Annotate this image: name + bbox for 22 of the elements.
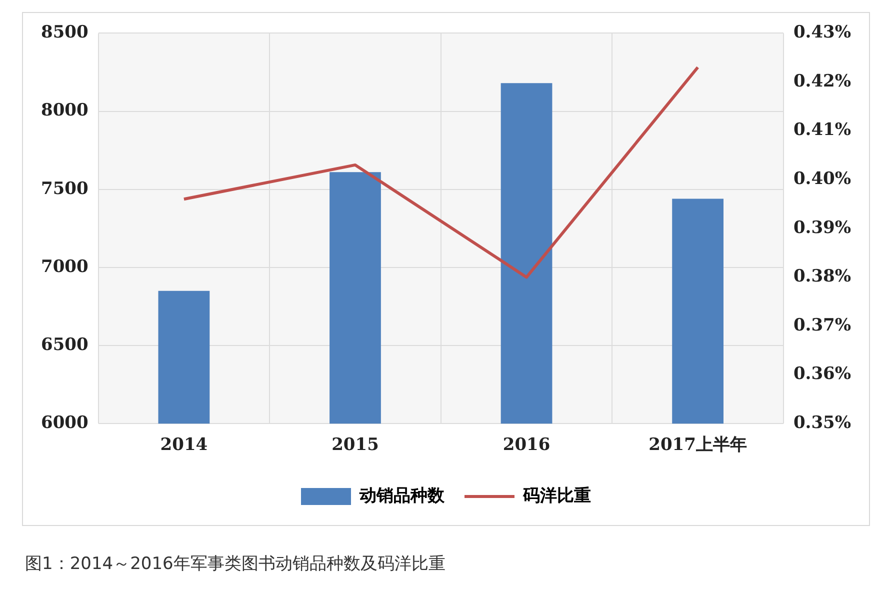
y-tick-label: 7500 bbox=[40, 178, 88, 199]
y-tick-label: 7000 bbox=[40, 256, 88, 277]
y2-tick-label: 0.36% bbox=[793, 364, 852, 384]
x-tick-label: 2017上半年 bbox=[648, 435, 747, 456]
x-tick-label: 2014 bbox=[160, 435, 208, 456]
legend-label: 动销品种数 bbox=[358, 486, 446, 506]
x-tick-label: 2016 bbox=[502, 435, 550, 456]
y2-tick-label: 0.37% bbox=[793, 315, 852, 336]
x-tick-label: 2015 bbox=[332, 435, 379, 456]
y2-tick-label: 0.41% bbox=[793, 120, 852, 140]
caption: 图1：2014～2016年军事类图书动销品种数及码洋比重 bbox=[25, 553, 446, 575]
y-tick-label: 8000 bbox=[40, 100, 88, 121]
y2-tick-label: 0.35% bbox=[793, 413, 852, 434]
y2-tick-label: 0.38% bbox=[793, 266, 852, 287]
y-tick-label: 6500 bbox=[40, 334, 88, 355]
legend-label: 码洋比重 bbox=[522, 486, 591, 506]
y-tick-label: 6000 bbox=[40, 413, 88, 434]
y2-tick-label: 0.43% bbox=[793, 22, 852, 43]
y-tick-label: 8500 bbox=[40, 22, 88, 43]
y2-tick-label: 0.40% bbox=[793, 169, 852, 190]
y2-tick-label: 0.39% bbox=[793, 218, 852, 238]
y2-tick-label: 0.42% bbox=[793, 71, 852, 92]
